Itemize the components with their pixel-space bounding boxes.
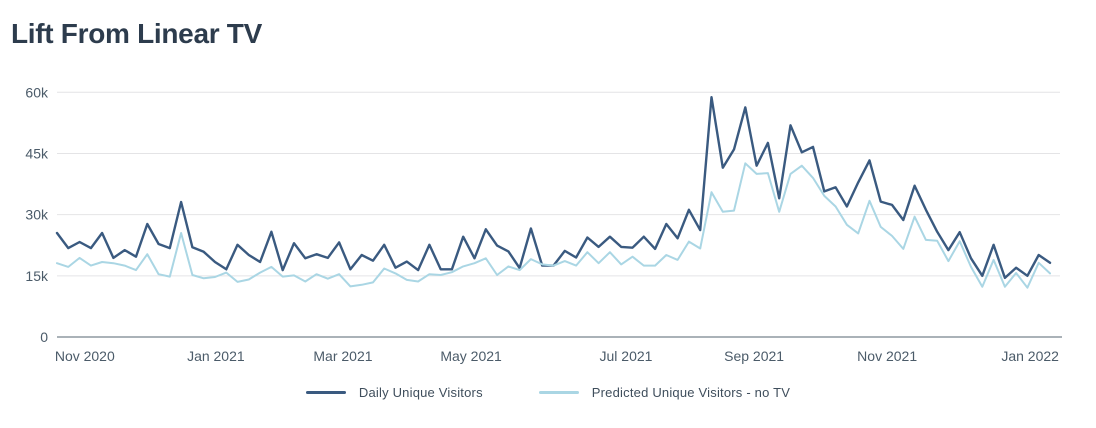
chart-legend: Daily Unique Visitors Predicted Unique V… (0, 385, 1096, 400)
y-tick-label: 0 (40, 329, 48, 345)
page-title: Lift From Linear TV (11, 18, 262, 49)
legend-label: Predicted Unique Visitors - no TV (591, 385, 791, 400)
x-tick-label: Nov 2020 (55, 348, 115, 364)
x-tick-label: Jan 2022 (1001, 348, 1059, 364)
legend-label: Daily Unique Visitors (358, 385, 483, 400)
line-chart: 60k 45k 30k 15k 0 Nov 2020 Jan 2021 Mar 2021 May… (25, 84, 1062, 364)
y-tick-label: 15k (25, 268, 49, 284)
y-tick-label: 60k (25, 84, 49, 100)
x-tick-label: Sep 2021 (724, 348, 784, 364)
series-line-predicted-no-tv (56, 162, 1051, 289)
legend-item-predicted-no-tv[interactable]: Predicted Unique Visitors - no TV (538, 385, 791, 400)
y-tick-label: 30k (25, 207, 49, 223)
x-tick-label: May 2021 (440, 348, 502, 364)
series-line-daily-unique-visitors (55, 95, 1052, 280)
x-tick-label: Nov 2021 (857, 348, 917, 364)
x-tick-label: Jan 2021 (187, 348, 245, 364)
predicted-visitors-line-swatch-icon (538, 391, 579, 394)
legend-item-daily-unique-visitors[interactable]: Daily Unique Visitors (305, 385, 483, 400)
y-tick-label: 45k (25, 145, 49, 161)
x-tick-label: Jul 2021 (600, 348, 653, 364)
daily-visitors-line-swatch-icon (305, 391, 346, 394)
x-tick-label: Mar 2021 (313, 348, 372, 364)
